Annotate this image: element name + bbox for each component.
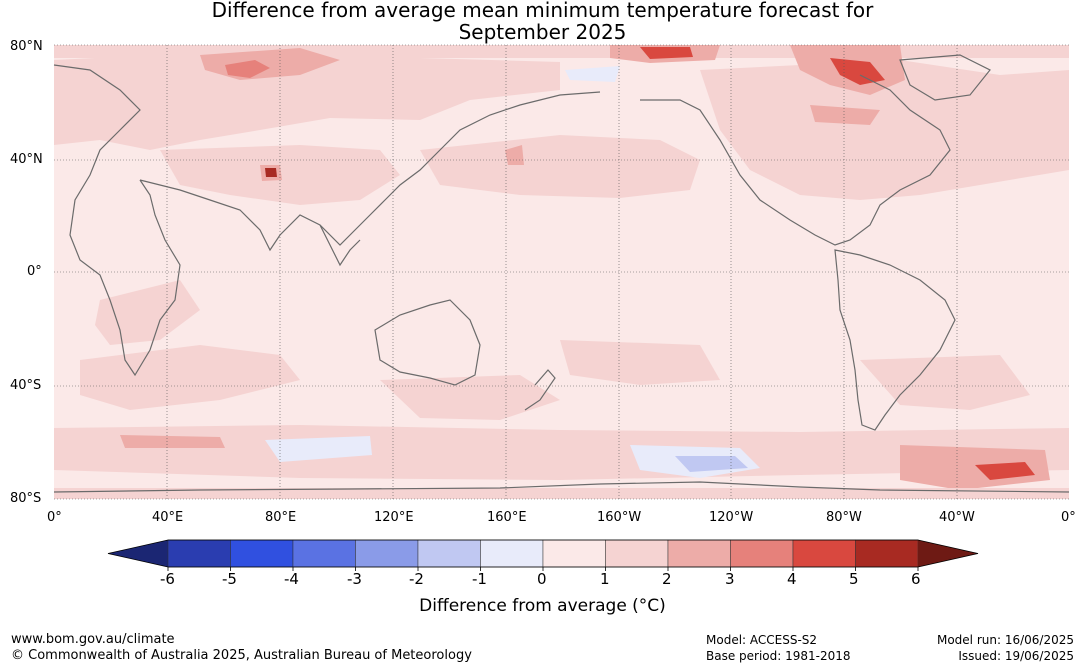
anomaly-patch-southern-ocean-east — [900, 445, 1050, 490]
anomaly-patch-arctic-siberia-core — [225, 60, 270, 78]
anomaly-patch-arctic-cold — [565, 66, 620, 82]
anomaly-patch-arctic-pacific-core — [640, 47, 693, 59]
coast-antarctica — [53, 481, 1070, 493]
colorbar-segment — [792, 539, 856, 568]
lon-label-0-right: 0° — [1061, 510, 1076, 525]
anomaly-patch-north-pacific — [420, 135, 700, 198]
colorbar-segment — [667, 539, 731, 568]
coast-australia — [374, 299, 481, 386]
colorbar-segment — [605, 539, 669, 568]
colorbar-arrow-high — [918, 540, 978, 567]
coastlines — [53, 54, 1070, 493]
lon-label-80w: 80°W — [826, 510, 862, 525]
anomaly-patch-tibet-core — [265, 168, 277, 177]
lon-label-40e: 40°E — [152, 510, 184, 525]
colorbar-tick: 6 — [911, 570, 921, 588]
coast-asia — [139, 91, 601, 252]
anomaly-patch-indian-ocean-south — [80, 345, 300, 410]
colorbar-tick: 2 — [662, 570, 672, 588]
footer-url: www.bom.gov.au/climate — [11, 632, 175, 647]
coast-africa-europe — [53, 64, 181, 377]
colorbar-segment — [355, 539, 419, 568]
lon-label-120w: 120°W — [709, 510, 754, 525]
anomaly-patch-canada-north-core — [830, 58, 885, 85]
anomaly-patch-antarctic-cold-core — [675, 456, 748, 472]
colorbar-segment — [230, 539, 294, 568]
colorbar-tick: -2 — [409, 570, 424, 588]
colorbar-tick: 4 — [787, 570, 797, 588]
colorbar-segment — [292, 539, 356, 568]
colorbar-tick: 3 — [725, 570, 735, 588]
colorbar-tick: -4 — [284, 570, 299, 588]
map-title-line2: September 2025 — [458, 20, 627, 44]
colorbar-segment — [855, 539, 919, 568]
colorbar-segment — [730, 539, 794, 568]
anomaly-patch-southern-ocean-west — [120, 435, 225, 448]
anomaly-patch-south-pacific — [560, 340, 720, 385]
lon-label-80e: 80°E — [265, 510, 297, 525]
anomaly-patch-south-atlantic — [860, 355, 1030, 410]
anomaly-patch-antarctic-edge — [54, 488, 1069, 499]
lon-label-0-left: 0° — [47, 510, 62, 525]
lon-label-160w: 160°W — [597, 510, 642, 525]
footer-model-run: Model run: 16/06/2025 — [936, 633, 1074, 647]
coast-indochina — [319, 224, 361, 267]
colorbar-segment — [480, 539, 544, 568]
colorbar-tick: 5 — [849, 570, 859, 588]
colorbar-tick: 1 — [600, 570, 610, 588]
footer-model: Model: ACCESS-S2 — [706, 633, 818, 647]
colorbar-tick: 0 — [537, 570, 547, 588]
colorbar-segment — [167, 539, 231, 568]
coast-north-america — [640, 74, 951, 246]
lon-label-120e: 120°E — [374, 510, 414, 525]
anomaly-patch-north-america — [700, 60, 1069, 200]
colorbar-segment — [542, 539, 606, 568]
lat-label-40s: 40°S — [10, 378, 42, 393]
colorbar-tick: -5 — [222, 570, 237, 588]
colorbar-label: Difference from average (°C) — [419, 596, 666, 616]
colorbar-arrow-low — [108, 540, 168, 567]
lat-label-80s: 80°S — [10, 491, 42, 506]
map-title-line1: Difference from average mean minimum tem… — [211, 0, 874, 22]
anomaly-patch-indian-ocean — [95, 280, 200, 345]
lat-label-40n: 40°N — [10, 152, 43, 167]
colorbar-tick: -3 — [347, 570, 362, 588]
coast-greenland — [899, 54, 991, 101]
footer-issued: Issued: 19/06/2025 — [958, 649, 1074, 663]
anomaly-patch-southern-ocean-east-core — [975, 462, 1035, 480]
lat-label-80n: 80°N — [10, 39, 43, 54]
gridlines — [54, 44, 1069, 500]
anomaly-patch-indian-cold — [265, 436, 372, 462]
colorbar — [107, 539, 979, 571]
anomaly-patch-eurasia — [54, 52, 560, 150]
anomaly-patch-australia-south — [380, 375, 560, 420]
lon-label-40w: 40°W — [939, 510, 975, 525]
coast-south-america — [834, 249, 956, 431]
footer-base-period: Base period: 1981-2018 — [706, 649, 851, 663]
anomaly-patches — [54, 45, 1069, 499]
coast-new-zealand — [524, 369, 556, 411]
colorbar-tick: -6 — [160, 570, 175, 588]
anomaly-patch-canada-mid — [810, 105, 880, 125]
colorbar-tick: -1 — [472, 570, 487, 588]
footer-copyright: © Commonwealth of Australia 2025, Austra… — [11, 648, 472, 663]
lon-label-160e: 160°E — [487, 510, 527, 525]
lat-label-equator: 0° — [27, 264, 42, 279]
colorbar-segment — [417, 539, 481, 568]
